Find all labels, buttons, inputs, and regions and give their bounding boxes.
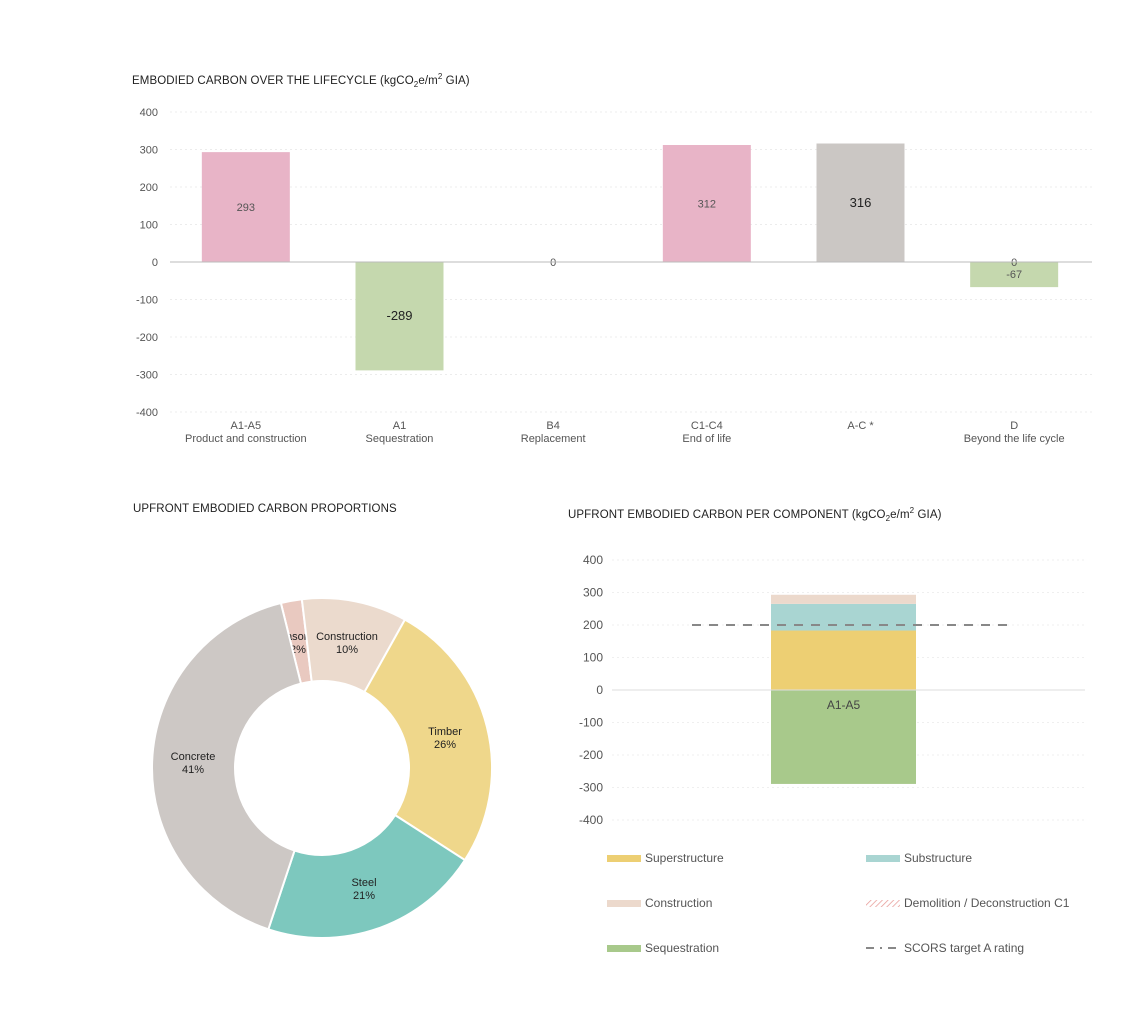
- component-chart-title: UPFRONT EMBODIED CARBON PER COMPONENT (k…: [568, 506, 942, 524]
- x-tick-name: End of life: [682, 433, 731, 445]
- data-label: 0: [550, 257, 556, 269]
- legend-label: Demolition / Deconstruction C1: [904, 896, 1070, 910]
- y-tick-label: 400: [583, 553, 603, 567]
- data-label: -67: [1006, 269, 1022, 281]
- bar-d: [970, 262, 1059, 288]
- y-tick-label: 300: [140, 145, 158, 157]
- y-tick-label: -100: [579, 716, 603, 730]
- stacked-segment-superstructure: [771, 630, 916, 690]
- bar-c1-c4: [662, 145, 751, 262]
- x-tick-code: A1-A5: [231, 420, 262, 432]
- proportions-chart-title: UPFRONT EMBODIED CARBON PROPORTIONS: [133, 503, 397, 515]
- stacked-segment-construction: [771, 594, 916, 604]
- legend-swatch: [866, 855, 900, 862]
- y-tick-label: 100: [140, 220, 158, 232]
- x-tick-name: Replacement: [521, 433, 586, 445]
- slice-name-label: Timber: [428, 726, 462, 738]
- slice-percent-label: 10%: [336, 644, 358, 656]
- x-tick-name: Sequestration: [366, 433, 434, 445]
- y-tick-label: 100: [583, 651, 603, 665]
- x-tick-name: Beyond the life cycle: [964, 433, 1065, 445]
- slice-name-label: Concrete: [171, 751, 216, 763]
- lifecycle-chart-title: EMBODIED CARBON OVER THE LIFECYCLE (kgCO…: [132, 72, 470, 90]
- y-tick-label: 0: [152, 257, 158, 269]
- legend-swatch: [607, 945, 641, 952]
- stacked-segment-substructure: [771, 603, 916, 631]
- bar-a1-a5: [201, 152, 290, 262]
- x-tick-code: A-C *: [847, 420, 874, 432]
- slice-name-label: Steel: [351, 877, 376, 889]
- slice-steel: [267, 813, 467, 939]
- y-tick-label: -200: [136, 332, 158, 344]
- slice-timber: [363, 618, 493, 862]
- x-category-label: A1-A5: [827, 698, 861, 712]
- data-label: 293: [237, 202, 255, 214]
- data-label: 316: [850, 195, 872, 210]
- legend-label: Superstructure: [645, 851, 724, 865]
- x-tick-code: A1: [393, 420, 406, 432]
- y-tick-label: -400: [136, 407, 158, 419]
- data-label: -289: [386, 308, 412, 323]
- y-tick-label: 300: [583, 586, 603, 600]
- y-tick-label: -300: [136, 370, 158, 382]
- legend-swatch: [607, 855, 641, 862]
- data-label: 312: [698, 199, 716, 211]
- bar-a-c *: [816, 143, 905, 262]
- y-tick-label: -200: [579, 748, 603, 762]
- slice-percent-label: 21%: [353, 890, 375, 902]
- y-tick-label: 200: [583, 618, 603, 632]
- y-tick-label: 200: [140, 182, 158, 194]
- data-label: 0: [1011, 257, 1017, 269]
- x-tick-name: Product and construction: [185, 433, 307, 445]
- x-tick-code: B4: [546, 420, 559, 432]
- x-tick-code: D: [1010, 420, 1018, 432]
- legend-label: SCORS target A rating: [904, 941, 1024, 955]
- y-tick-label: -400: [579, 813, 603, 827]
- y-tick-label: 400: [140, 107, 158, 119]
- y-tick-label: -100: [136, 295, 158, 307]
- y-tick-label: -300: [579, 781, 603, 795]
- legend-swatch: [607, 900, 641, 907]
- bar-a1: [355, 262, 444, 371]
- slice-concrete: [151, 601, 303, 931]
- slice-percent-label: 41%: [182, 764, 204, 776]
- y-tick-label: 0: [596, 683, 603, 697]
- legend-label: Substructure: [904, 851, 972, 865]
- stacked-segment-sequestration: [771, 690, 916, 784]
- x-tick-code: C1-C4: [691, 420, 723, 432]
- legend-label: Construction: [645, 896, 712, 910]
- legend-label: Sequestration: [645, 941, 719, 955]
- slice-name-label: Construction: [316, 631, 378, 643]
- slice-percent-label: 26%: [434, 739, 456, 751]
- legend-swatch: [866, 900, 900, 907]
